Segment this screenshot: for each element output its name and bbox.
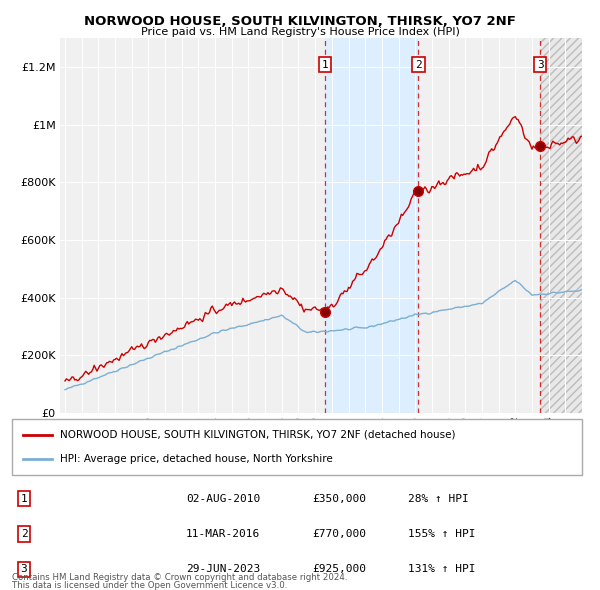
Text: 02-AUG-2010: 02-AUG-2010 — [186, 494, 260, 503]
Text: £925,000: £925,000 — [312, 565, 366, 574]
Text: 28% ↑ HPI: 28% ↑ HPI — [408, 494, 469, 503]
Text: 2: 2 — [20, 529, 28, 539]
Text: 155% ↑ HPI: 155% ↑ HPI — [408, 529, 476, 539]
Text: 29-JUN-2023: 29-JUN-2023 — [186, 565, 260, 574]
Text: 11-MAR-2016: 11-MAR-2016 — [186, 529, 260, 539]
Text: £770,000: £770,000 — [312, 529, 366, 539]
Text: Price paid vs. HM Land Registry's House Price Index (HPI): Price paid vs. HM Land Registry's House … — [140, 27, 460, 37]
Text: Contains HM Land Registry data © Crown copyright and database right 2024.: Contains HM Land Registry data © Crown c… — [12, 572, 347, 582]
Text: £350,000: £350,000 — [312, 494, 366, 503]
Text: 1: 1 — [322, 60, 328, 70]
Text: This data is licensed under the Open Government Licence v3.0.: This data is licensed under the Open Gov… — [12, 581, 287, 590]
Text: NORWOOD HOUSE, SOUTH KILVINGTON, THIRSK, YO7 2NF (detached house): NORWOOD HOUSE, SOUTH KILVINGTON, THIRSK,… — [61, 430, 456, 440]
Text: 3: 3 — [20, 565, 28, 574]
Text: 2: 2 — [415, 60, 422, 70]
FancyBboxPatch shape — [12, 419, 582, 475]
Text: 3: 3 — [537, 60, 544, 70]
Bar — [540, 38, 582, 413]
Bar — [325, 38, 418, 413]
Text: 1: 1 — [20, 494, 28, 503]
Text: NORWOOD HOUSE, SOUTH KILVINGTON, THIRSK, YO7 2NF: NORWOOD HOUSE, SOUTH KILVINGTON, THIRSK,… — [84, 15, 516, 28]
Text: HPI: Average price, detached house, North Yorkshire: HPI: Average price, detached house, Nort… — [61, 454, 333, 464]
Text: 131% ↑ HPI: 131% ↑ HPI — [408, 565, 476, 574]
